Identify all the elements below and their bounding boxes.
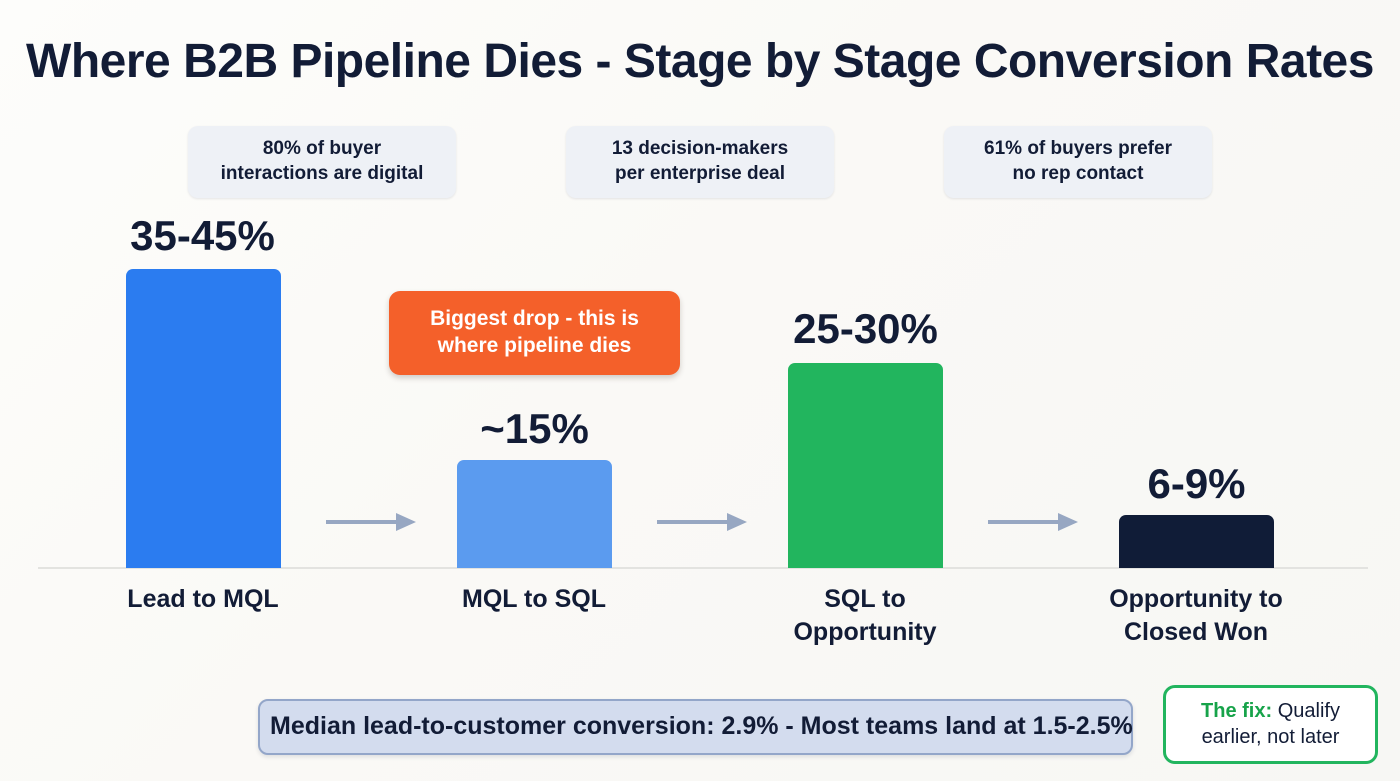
callout-biggest-drop: Biggest drop - this is where pipeline di… xyxy=(389,291,680,375)
bar-label-line: Lead to MQL xyxy=(127,585,279,613)
stat-chip-line-1: 61% of buyers prefer xyxy=(984,138,1172,159)
bar-label-mql-to-sql: MQL to SQL xyxy=(409,583,659,616)
stat-chip-line-2: no rep contact xyxy=(1012,162,1144,184)
bar-label-line: SQL to xyxy=(824,585,906,613)
bar-sql-to-opportunity xyxy=(788,363,943,568)
fix-line-2: earlier, not later xyxy=(1201,726,1340,748)
fix-lead-label: The fix: xyxy=(1201,700,1273,722)
stat-chip-line-1: 80% of buyer xyxy=(262,138,382,159)
bar-value-opportunity-to-closed-won: 6-9% xyxy=(1147,460,1246,507)
bar-label-line: Opportunity xyxy=(793,618,937,647)
bar-value-sql-to-opportunity: 25-30% xyxy=(793,305,938,352)
bar-label-opportunity-to-closed-won: Opportunity to Closed Won xyxy=(1071,583,1321,650)
callout-line-2: where pipeline dies xyxy=(437,334,632,358)
bar-value-lead-to-mql: 35-45% xyxy=(130,212,275,259)
stat-chip-line-2: per enterprise deal xyxy=(614,162,786,184)
fix-line-1: The fix: Qualify xyxy=(1176,698,1365,724)
page-title: Where B2B Pipeline Dies - Stage by Stage… xyxy=(26,35,1374,88)
bar-label-sql-to-opportunity: SQL to Opportunity xyxy=(740,583,990,650)
arrow-sql-to-opportunity-icon xyxy=(988,510,1078,534)
stat-chip-line-1: 13 decision-makers xyxy=(611,138,789,159)
bar-mql-to-sql xyxy=(457,460,612,568)
stat-chip-line-2: interactions are digital xyxy=(220,162,424,184)
median-conversion-banner: Median lead-to-customer conversion: 2.9%… xyxy=(258,699,1133,755)
bar-label-line: Opportunity to xyxy=(1109,585,1283,613)
stat-chip-decision-makers: 13 decision-makers per enterprise deal xyxy=(566,126,834,199)
arrow-lead-to-mql-icon xyxy=(326,510,416,534)
arrow-mql-to-sql-icon xyxy=(657,510,747,534)
callout-line-1: Biggest drop - this is xyxy=(430,307,639,330)
bar-label-lead-to-mql: Lead to MQL xyxy=(78,583,328,616)
bar-label-line: MQL to SQL xyxy=(462,585,606,613)
bar-lead-to-mql xyxy=(126,269,281,568)
fix-rest-label: Qualify xyxy=(1272,700,1340,722)
bar-label-line: Closed Won xyxy=(1124,618,1268,647)
chart-baseline xyxy=(38,567,1368,569)
stat-chip-no-rep-contact: 61% of buyers prefer no rep contact xyxy=(944,126,1212,199)
bar-opportunity-to-closed-won xyxy=(1119,515,1274,568)
stat-chip-buyer-interactions: 80% of buyer interactions are digital xyxy=(188,126,456,199)
the-fix-callout: The fix: Qualify earlier, not later xyxy=(1163,685,1378,764)
bar-value-mql-to-sql: ~15% xyxy=(480,405,589,452)
